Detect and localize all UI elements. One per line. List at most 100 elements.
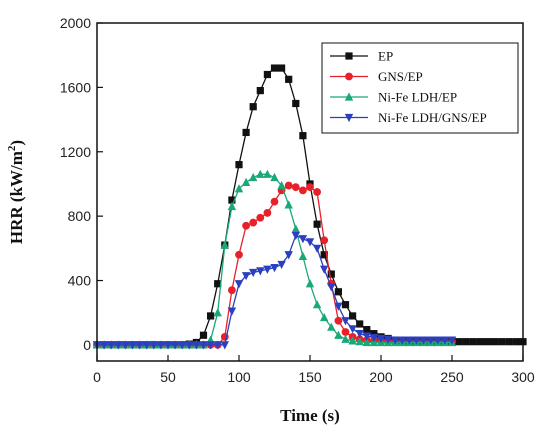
x-axis-title: Time (s) (280, 406, 340, 425)
data-point (476, 338, 484, 346)
plot-area-frame (96, 22, 524, 362)
data-point (284, 200, 293, 209)
legend-item: EP (330, 49, 393, 64)
data-point (270, 64, 279, 72)
data-point (376, 334, 386, 344)
data-point (192, 341, 201, 350)
y-tick-label: 0 (83, 337, 91, 353)
data-point (483, 338, 492, 346)
data-point (334, 330, 343, 339)
legend: EP GNS/EP Ni-Fe LDH/EP Ni-Fe LDH/GNS/EP (321, 42, 519, 134)
data-point (149, 341, 158, 350)
data-point (355, 330, 364, 339)
data-point (440, 336, 450, 345)
data-point (263, 169, 272, 178)
data-point (199, 341, 208, 350)
data-point (285, 75, 293, 83)
data-point (277, 180, 286, 190)
data-point (156, 341, 166, 350)
data-point (249, 218, 258, 227)
data-point (241, 272, 251, 281)
data-point (362, 332, 371, 341)
data-point (277, 260, 286, 270)
data-point (505, 338, 513, 346)
data-point (363, 326, 371, 334)
data-point (462, 338, 470, 346)
data-point (163, 341, 173, 350)
data-point (199, 331, 208, 339)
x-tick-label: 50 (160, 369, 176, 385)
data-point (114, 341, 123, 350)
data-point (320, 251, 328, 259)
data-point (312, 244, 322, 253)
data-point (206, 341, 215, 350)
data-point (99, 341, 109, 350)
data-point (249, 172, 258, 182)
data-point (291, 183, 300, 192)
data-point (320, 265, 329, 274)
data-point (249, 103, 257, 111)
data-point (256, 267, 265, 276)
data-point (227, 201, 237, 211)
data-point (178, 341, 187, 350)
data-point (234, 184, 244, 193)
data-point (469, 338, 477, 346)
data-point (249, 268, 258, 278)
data-point (220, 240, 229, 249)
data-point (348, 336, 357, 345)
data-point (320, 312, 329, 322)
y-tick-label: 2000 (60, 15, 91, 31)
x-tick-label: 150 (298, 369, 322, 385)
legend-marker (345, 72, 353, 81)
data-point (270, 172, 279, 182)
data-point (512, 338, 520, 346)
y-tick-label: 1200 (60, 144, 91, 160)
legend-item: Ni-Fe LDH/EP (330, 90, 457, 105)
data-point (135, 341, 144, 350)
data-point (263, 265, 272, 274)
data-point (207, 312, 215, 320)
data-point (455, 338, 463, 346)
data-point (341, 334, 350, 343)
legend-item: Ni-Fe LDH/GNS/EP (330, 110, 487, 125)
data-point (298, 251, 308, 260)
data-point (334, 288, 342, 296)
data-point (284, 251, 293, 260)
data-point (142, 341, 151, 350)
data-point (256, 169, 265, 178)
legend-marker (345, 52, 353, 60)
data-point (270, 197, 279, 206)
data-point (370, 330, 378, 338)
data-point (348, 325, 357, 334)
data-point (426, 336, 435, 345)
data-point (256, 213, 265, 222)
data-point (355, 337, 364, 346)
y-tick-label: 1600 (60, 79, 91, 95)
data-point (369, 334, 379, 343)
data-point (299, 132, 307, 140)
data-point (305, 238, 315, 247)
y-axis-title: HRR (kW/m2) (6, 140, 26, 244)
legend-label: GNS/EP (378, 69, 423, 84)
data-point (242, 128, 250, 137)
data-point (498, 338, 506, 346)
x-tick-label: 200 (369, 369, 393, 385)
data-point (447, 336, 457, 345)
data-point (312, 300, 322, 309)
data-point (334, 316, 343, 325)
x-tick-label: 300 (511, 369, 535, 385)
data-point (291, 231, 300, 241)
legend-label: Ni-Fe LDH/GNS/EP (378, 110, 487, 125)
data-point (213, 341, 222, 350)
data-point (256, 87, 264, 95)
data-point (299, 186, 307, 195)
data-point (320, 236, 329, 245)
data-point (419, 336, 428, 345)
x-tick-label: 0 (93, 369, 101, 385)
x-tick-label: 250 (440, 369, 464, 385)
data-point (292, 99, 300, 108)
legend-marker (344, 92, 354, 101)
data-point (398, 336, 407, 345)
data-point (391, 336, 400, 345)
data-point (491, 338, 499, 346)
